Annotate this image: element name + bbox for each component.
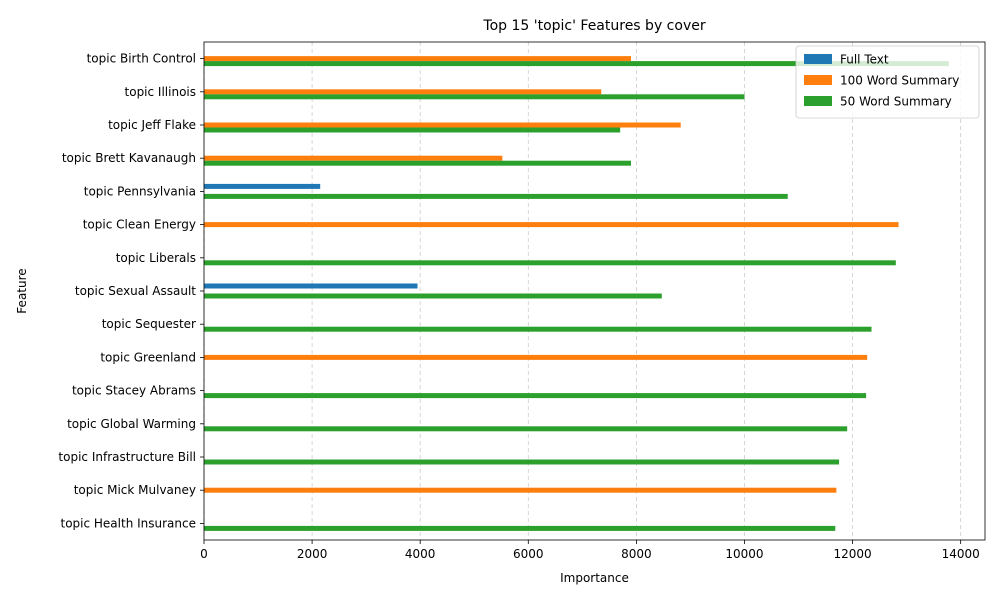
legend-swatch — [804, 54, 832, 64]
y-tick-label: topic Liberals — [116, 251, 196, 265]
legend-swatch — [804, 96, 832, 106]
bar-full-text — [204, 283, 418, 289]
x-tick-label: 2000 — [297, 547, 328, 561]
y-tick-label: topic Health Insurance — [60, 516, 196, 530]
y-tick-label: topic Jeff Flake — [108, 118, 196, 132]
legend: Full Text 100 Word Summary 50 Word Summary — [795, 45, 980, 119]
x-ticks: 0 2000 4000 6000 8000 10000 12000 14000 — [200, 540, 980, 561]
y-tick-label: topic Illinois — [125, 85, 196, 99]
bar-50-word-summary — [204, 459, 840, 465]
legend-box — [795, 45, 980, 119]
x-tick-label: 8000 — [621, 547, 652, 561]
y-tick-label: topic Clean Energy — [83, 218, 196, 232]
y-ticks: topic Birth Control topic Illinois topic J… — [58, 52, 204, 530]
bar-100-word-summary — [204, 89, 602, 95]
bar-100-word-summary — [204, 122, 681, 128]
y-tick-label: topic Birth Control — [87, 52, 196, 66]
y-tick-label: topic Sexual Assault — [75, 284, 196, 298]
y-tick-label: topic Global Warming — [67, 417, 196, 431]
bar-100-word-summary — [204, 155, 503, 161]
x-tick-label: 6000 — [513, 547, 544, 561]
bar-100-word-summary — [204, 487, 837, 493]
bar-100-word-summary — [204, 56, 631, 62]
y-tick-label: topic Brett Kavanaugh — [62, 151, 196, 165]
bar-50-word-summary — [204, 94, 745, 100]
y-tick-label: topic Greenland — [100, 350, 196, 364]
legend-label: 100 Word Summary — [840, 74, 959, 88]
bar-50-word-summary — [204, 127, 621, 133]
x-tick-label: 14000 — [942, 547, 980, 561]
bar-50-word-summary — [204, 426, 848, 432]
x-tick-label: 12000 — [833, 547, 871, 561]
bar-50-word-summary — [204, 326, 872, 332]
y-tick-label: topic Sequester — [102, 317, 196, 331]
y-tick-label: topic Infrastructure Bill — [58, 450, 196, 464]
bar-50-word-summary — [204, 160, 631, 166]
bar-full-text — [204, 183, 321, 189]
bar-100-word-summary — [204, 222, 899, 228]
grid-layer — [203, 42, 962, 540]
bar-50-word-summary — [204, 61, 949, 67]
bar-50-word-summary — [204, 393, 867, 399]
x-tick-label: 0 — [200, 547, 208, 561]
legend-label: Full Text — [840, 53, 889, 67]
x-tick-label: 4000 — [405, 547, 436, 561]
y-tick-label: topic Pennsylvania — [84, 184, 196, 198]
x-axis-title: Importance — [560, 571, 629, 585]
bar-50-word-summary — [204, 193, 788, 199]
bar-50-word-summary — [204, 293, 662, 299]
legend-label: 50 Word Summary — [840, 95, 952, 109]
bars-layer — [204, 56, 949, 531]
bar-50-word-summary — [204, 260, 896, 266]
chart-title: Top 15 'topic' Features by cover — [482, 18, 705, 34]
y-axis-title: Feature — [15, 268, 29, 313]
legend-swatch — [804, 75, 832, 85]
y-tick-label: topic Stacey Abrams — [72, 384, 196, 398]
bar-100-word-summary — [204, 354, 868, 360]
y-tick-label: topic Mick Mulvaney — [74, 483, 196, 497]
x-tick-label: 10000 — [725, 547, 763, 561]
bar-50-word-summary — [204, 525, 836, 531]
